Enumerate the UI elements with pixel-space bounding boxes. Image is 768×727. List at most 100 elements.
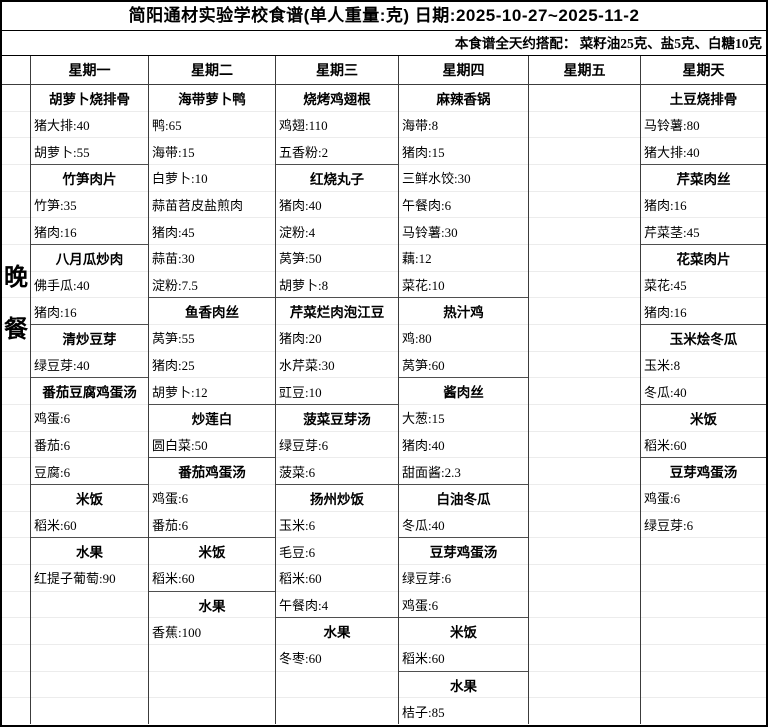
- ingredient-row: 午餐肉:4: [276, 590, 398, 618]
- dish-row: 麻辣香锅: [436, 91, 491, 107]
- dish-row: 水果: [276, 617, 398, 644]
- ingredient-row: 菠菜:6: [276, 457, 398, 484]
- empty-row: [2, 110, 30, 138]
- ingredient-row: 绿豆芽:6: [399, 564, 528, 591]
- ingredient-row: 猪大排:40: [31, 110, 148, 138]
- ingredient-row: 水芹菜:30: [276, 350, 398, 378]
- meal-label-column: 晚餐: [2, 85, 30, 724]
- empty-row: [2, 484, 30, 511]
- ingredient-row: 番茄:6: [149, 510, 275, 538]
- empty-row: [2, 137, 30, 164]
- empty-row: [529, 697, 640, 724]
- empty-row: [529, 164, 640, 191]
- dish-row: 米饭: [149, 537, 275, 564]
- dish-row: 红烧丸子: [276, 164, 398, 191]
- dish-row: 海带萝卜鸭: [178, 91, 246, 107]
- empty-row: [149, 644, 275, 671]
- dish-row: 酱肉丝: [399, 377, 528, 404]
- ingredient-row: 胡萝卜:12: [149, 377, 275, 404]
- empty-row: [529, 350, 640, 378]
- ingredient-row: 鸡蛋:6: [149, 484, 275, 511]
- empty-row: [2, 350, 30, 378]
- empty-row: [31, 644, 148, 671]
- ingredient-row: 三鲜水饺:30: [399, 164, 528, 191]
- empty-row: [2, 590, 30, 618]
- day-column-1: 胡萝卜烧排骨 猪大排:40 胡萝卜:55 竹笋肉片 竹笋:35 猪肉:16 八月瓜炒肉 佛手瓜…: [30, 85, 148, 724]
- ingredient-row: 猪肉:25: [149, 350, 275, 378]
- ingredient-row: 绿豆芽:40: [31, 350, 148, 378]
- ingredient-row: 猪肉:40: [399, 430, 528, 458]
- empty-row: [529, 85, 640, 111]
- empty-row: [2, 404, 30, 431]
- empty-row: [529, 670, 640, 698]
- ingredient-row: 猪肉:40: [276, 190, 398, 218]
- empty-row: [529, 217, 640, 244]
- ingredient-row: 马铃薯:80: [641, 110, 766, 138]
- empty-row: [641, 697, 766, 724]
- ingredient-row: 胡萝卜:55: [31, 137, 148, 164]
- empty-row: [529, 244, 640, 271]
- empty-row: [529, 564, 640, 591]
- day-header-4: 星期四: [398, 56, 528, 84]
- ingredient-row: 莴笋:55: [149, 324, 275, 351]
- ingredient-row: 香蕉:100: [149, 617, 275, 644]
- empty-row: [2, 457, 30, 484]
- dish-row: 水果: [399, 670, 528, 698]
- ingredient-row: 桔子:85: [399, 697, 528, 724]
- empty-row: [641, 537, 766, 564]
- empty-row: [529, 137, 640, 164]
- ingredient-row: 稻米:60: [399, 644, 528, 671]
- dish-row: 炒莲白: [149, 404, 275, 431]
- page-title: 简阳通材实验学校食谱(单人重量:克) 日期:2025-10-27~2025-11…: [2, 2, 766, 31]
- empty-row: [2, 324, 30, 351]
- ingredient-row: 午餐肉:6: [399, 190, 528, 218]
- empty-row: [149, 697, 275, 724]
- ingredient-row: 稻米:60: [31, 510, 148, 538]
- empty-row: [529, 270, 640, 298]
- ingredient-row: 豆腐:6: [31, 457, 148, 484]
- empty-row: [529, 190, 640, 218]
- dish-row: 芹菜肉丝: [641, 164, 766, 191]
- ingredient-row: 佛手瓜:40: [31, 270, 148, 298]
- ingredient-row: 鸭:65: [149, 110, 275, 138]
- dish-row: 扬州炒饭: [276, 484, 398, 511]
- empty-row: [31, 590, 148, 618]
- empty-row: [31, 617, 148, 644]
- ingredient-row: 红提子葡萄:90: [31, 564, 148, 591]
- empty-row: [529, 377, 640, 404]
- ingredient-row: 五香粉:2: [276, 137, 398, 164]
- ingredient-row: 大葱:15: [399, 404, 528, 431]
- ingredient-row: 马铃薯:30: [399, 217, 528, 244]
- empty-row: [529, 510, 640, 538]
- ingredient-row: 猪大排:40: [641, 137, 766, 164]
- day-header-6: 星期天: [640, 56, 766, 84]
- day-header-3: 星期三: [275, 56, 398, 84]
- ingredient-row: 圆白菜:50: [149, 430, 275, 458]
- ingredient-row: 蒜苗苕皮盐煎肉: [149, 190, 275, 218]
- empty-row: [529, 404, 640, 431]
- ingredient-row: 猪肉:15: [399, 137, 528, 164]
- daily-condiments-note: 本食谱全天约搭配： 菜籽油25克、盐5克、白糖10克: [2, 31, 766, 56]
- empty-row: [529, 430, 640, 458]
- ingredient-row: 淀粉:4: [276, 217, 398, 244]
- empty-row: [31, 697, 148, 724]
- empty-row: [2, 644, 30, 671]
- ingredient-row: 稻米:60: [276, 564, 398, 591]
- empty-row: [2, 164, 30, 191]
- empty-row: [641, 670, 766, 698]
- ingredient-row: 菜花:10: [399, 270, 528, 298]
- empty-row: [2, 670, 30, 698]
- ingredient-row: 猪肉:16: [31, 297, 148, 324]
- ingredient-row: 海带:15: [149, 137, 275, 164]
- empty-row: [2, 510, 30, 538]
- dish-row: 米饭: [31, 484, 148, 511]
- dish-row: 鱼香肉丝: [149, 297, 275, 324]
- empty-row: [2, 85, 30, 111]
- ingredient-row: 猪肉:45: [149, 217, 275, 244]
- day-header-1: 星期一: [30, 56, 148, 84]
- dish-row: 玉米烩冬瓜: [641, 324, 766, 351]
- ingredient-row: 猪肉:16: [641, 297, 766, 324]
- ingredient-row: 冬瓜:40: [399, 510, 528, 538]
- empty-row: [2, 564, 30, 591]
- dish-row: 水果: [31, 537, 148, 564]
